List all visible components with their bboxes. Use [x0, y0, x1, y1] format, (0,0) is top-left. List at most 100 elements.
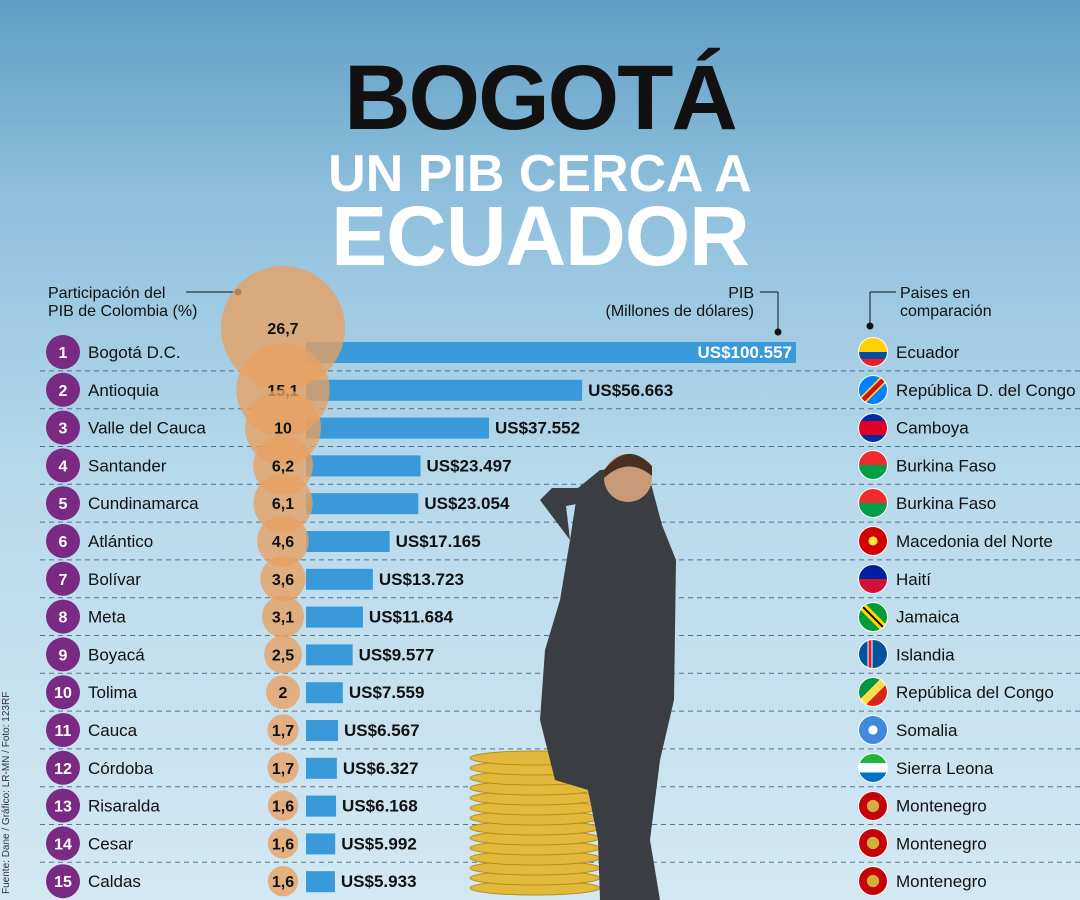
bar-15 [306, 871, 335, 893]
country-name: Montenegro [896, 834, 987, 853]
bar-13 [306, 795, 337, 817]
bar-value-label: US$9.577 [359, 645, 435, 664]
title-line-2: UN PIB CERCA A [328, 145, 752, 203]
bar-value-label: US$37.552 [495, 419, 580, 438]
share-bubble [267, 752, 299, 784]
share-label: 1,7 [272, 761, 294, 778]
department-name: Atlántico [88, 532, 153, 551]
bar-value-label: US$23.497 [426, 456, 511, 475]
montenegro-flag-icon [858, 790, 888, 821]
share-bubble [267, 866, 299, 897]
department-name: Bogotá D.C. [88, 343, 181, 362]
rank-number: 11 [55, 723, 72, 740]
bar-10 [306, 682, 343, 704]
department-name: Cauca [88, 721, 138, 740]
bar-value-label: US$6.567 [344, 721, 420, 740]
rank-badge [46, 788, 80, 823]
rank-badge [46, 561, 80, 596]
department-name: Caldas [88, 872, 141, 891]
businessman-hair-icon [604, 453, 652, 478]
bar-1 [306, 342, 796, 363]
share-bubble [261, 595, 305, 638]
bar-value-label: US$5.933 [341, 872, 417, 891]
share-label: 26,7 [267, 321, 298, 338]
cambodia-flag-icon [858, 412, 888, 443]
country-name: Sierra Leona [896, 759, 994, 778]
country-name: Montenegro [896, 797, 987, 816]
bar-value-label: US$6.168 [342, 797, 418, 816]
rank-number: 1 [59, 345, 68, 362]
bar-12 [306, 757, 337, 779]
bar-6 [306, 531, 390, 552]
jamaica-flag-icon [858, 601, 888, 632]
bar-4 [306, 455, 421, 477]
rank-number: 7 [59, 572, 68, 589]
businessman-arm-icon [540, 488, 600, 540]
bar-value-label: US$11.684 [369, 608, 454, 627]
share-bubble [266, 675, 300, 710]
rank-badge [46, 410, 80, 445]
rank-number: 12 [54, 761, 72, 778]
bar-value-label: US$6.327 [343, 759, 419, 778]
countries-header-dot [866, 322, 874, 330]
haiti-flag-icon [858, 563, 888, 594]
pib-header-line-2: (Millones de dólares) [605, 303, 754, 320]
share-bubble [257, 515, 309, 567]
rank-number: 3 [59, 421, 68, 438]
bar-value-label: US$100.557 [697, 343, 792, 362]
share-label: 2,5 [272, 647, 294, 664]
share-label: 1,6 [272, 799, 294, 816]
rank-number: 2 [59, 383, 68, 400]
bar-value-label: US$17.165 [396, 532, 481, 551]
rank-number: 14 [54, 836, 72, 853]
department-name: Risaralda [88, 797, 160, 816]
rank-badge [46, 864, 80, 899]
rank-badge [46, 826, 80, 861]
country-name: Macedonia del Norte [896, 532, 1053, 551]
rank-number: 8 [59, 610, 68, 627]
congo-flag-icon [858, 677, 888, 708]
pib-header-line-1: PIB [728, 285, 754, 302]
bar-7 [306, 568, 373, 590]
department-name: Córdoba [88, 759, 154, 778]
share-header-line-1: Participación del [48, 285, 166, 302]
department-name: Tolima [88, 683, 138, 702]
rank-number: 13 [54, 799, 72, 816]
country-name: Somalia [896, 721, 958, 740]
burkina-faso-flag-icon [858, 488, 888, 519]
north-macedonia-flag-icon [858, 526, 888, 556]
country-name: Haití [896, 570, 931, 589]
share-label: 6,1 [272, 496, 294, 513]
share-header-line-2: PIB de Colombia (%) [48, 303, 198, 320]
country-name: Jamaica [896, 608, 960, 627]
department-name: Meta [88, 608, 126, 627]
bar-value-label: US$13.723 [379, 570, 464, 589]
ecuador-flag-icon [858, 337, 888, 367]
bar-9 [306, 644, 353, 666]
rank-badge [46, 750, 80, 785]
rank-badge [46, 486, 80, 521]
rank-badge [46, 675, 80, 710]
rank-badge [46, 713, 80, 747]
share-label: 1,6 [272, 836, 294, 853]
montenegro-flag-icon [858, 866, 888, 897]
pib-header: PIB (Millones de dólares) [605, 285, 754, 321]
department-name: Boyacá [88, 645, 145, 664]
share-bubble [264, 635, 302, 674]
country-name: Burkina Faso [896, 456, 996, 475]
country-name: Montenegro [896, 872, 987, 891]
somalia-flag-icon [858, 715, 888, 745]
dr-congo-flag-icon [858, 374, 888, 405]
share-label: 1,6 [272, 874, 294, 891]
rank-badge [46, 599, 80, 634]
department-name: Valle del Cauca [88, 419, 206, 438]
share-header: Participación del PIB de Colombia (%) [48, 285, 197, 321]
share-label: 10 [274, 421, 292, 438]
bar-value-label: US$23.054 [424, 494, 510, 513]
burkina-faso-flag-icon [858, 450, 888, 481]
share-bubble [267, 714, 299, 746]
share-bubble [267, 790, 299, 821]
bar-value-label: US$7.559 [349, 683, 425, 702]
share-label: 1,7 [272, 723, 294, 740]
title-line-3: ECUADOR [331, 189, 750, 283]
